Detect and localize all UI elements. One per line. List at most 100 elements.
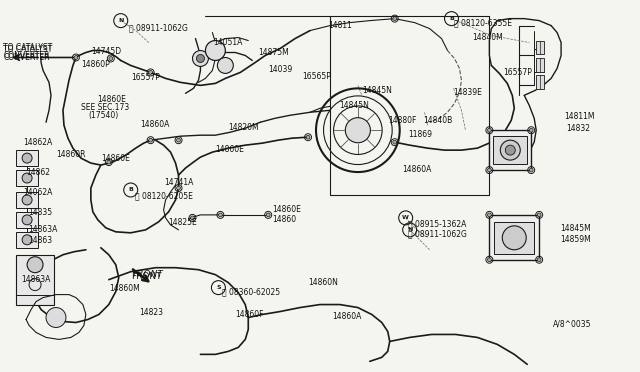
Text: 16565P: 16565P [302,73,331,81]
Text: 14051A: 14051A [213,38,243,46]
Text: S: S [216,285,221,290]
Text: 14811: 14811 [328,20,352,30]
Circle shape [205,41,225,61]
Circle shape [218,213,222,217]
Bar [493,136,527,164]
Text: 14860N: 14860N [308,278,338,287]
Circle shape [196,54,204,62]
Bar [536,76,544,89]
Text: 14860A: 14860A [403,165,432,174]
Circle shape [148,138,152,142]
Bar [490,130,531,170]
Circle shape [529,128,533,132]
Text: B: B [449,16,454,21]
Circle shape [218,58,234,73]
Bar [494,222,534,254]
Text: 14860E: 14860E [272,205,301,214]
Text: 14745D: 14745D [91,46,121,55]
Circle shape [393,17,397,20]
Text: 14860: 14860 [272,215,296,224]
Text: 14823: 14823 [140,308,164,317]
Text: Ⓠ 08915-1362A: Ⓠ 08915-1362A [408,219,466,228]
Text: A/8^0035: A/8^0035 [553,320,591,328]
Text: 14863A: 14863A [28,225,58,234]
Text: 14839E: 14839E [454,89,483,97]
Circle shape [393,140,397,144]
Circle shape [22,173,32,183]
Circle shape [74,55,78,60]
Circle shape [488,128,492,132]
Text: W: W [403,215,409,220]
Text: 14860E: 14860E [216,145,244,154]
Circle shape [488,258,492,262]
Text: 14860A: 14860A [332,311,362,321]
Text: 14840M: 14840M [472,33,503,42]
Text: N: N [118,18,124,23]
Text: 14845N: 14845N [362,86,392,95]
Text: 16557P: 16557P [503,68,532,77]
Text: Ⓑ 08120-6355E: Ⓑ 08120-6355E [454,19,513,28]
Circle shape [177,138,180,142]
Circle shape [22,153,32,163]
Circle shape [193,51,209,67]
Text: ⓝ 08911-1062G: ⓝ 08911-1062G [129,23,188,33]
Text: (17540): (17540) [89,111,119,120]
Circle shape [46,308,66,327]
Text: 14860R: 14860R [56,150,86,159]
Text: 14811M: 14811M [564,112,595,121]
Circle shape [537,258,541,262]
Text: 14875M: 14875M [258,48,289,57]
Circle shape [529,168,533,172]
Text: 14860F: 14860F [236,310,264,318]
Text: 14860P: 14860P [81,61,109,70]
Text: 14845N: 14845N [339,101,369,110]
Circle shape [346,118,371,143]
Circle shape [306,135,310,139]
Text: 14860E: 14860E [101,154,130,163]
Text: 16557P: 16557P [131,73,159,83]
Circle shape [502,226,526,250]
Bar [16,255,54,305]
Text: 14859M: 14859M [560,235,591,244]
Circle shape [537,213,541,217]
Text: 14840B: 14840B [424,116,453,125]
Bar [536,58,544,73]
Text: CONVERTER: CONVERTER [3,51,50,60]
Text: 14039: 14039 [268,65,292,74]
Text: 14863: 14863 [28,236,52,245]
Text: 14832: 14832 [566,124,590,133]
Text: 14825E: 14825E [168,218,197,227]
Circle shape [506,145,515,155]
Circle shape [266,213,270,217]
Circle shape [500,140,520,160]
Circle shape [22,235,32,245]
Text: 14860E: 14860E [97,95,125,104]
Text: 14860M: 14860M [109,283,140,293]
Text: CONVERTER: CONVERTER [3,54,50,62]
Text: 14880F: 14880F [388,116,416,125]
Text: 14845M: 14845M [560,224,591,233]
Circle shape [177,186,180,190]
Circle shape [107,160,111,164]
Circle shape [22,215,32,225]
Circle shape [191,216,195,220]
Bar [16,150,38,166]
Text: SEE SEC.173: SEE SEC.173 [81,103,129,112]
Text: 11869: 11869 [409,130,433,139]
Circle shape [27,257,43,273]
Circle shape [22,195,32,205]
Circle shape [488,213,492,217]
Text: B: B [128,187,133,192]
Text: TO CATALYST: TO CATALYST [3,45,52,54]
Text: 14741A: 14741A [164,178,194,187]
Text: 14862: 14862 [26,168,50,177]
Bar [16,170,38,186]
Text: Ⓑ 08120-6205E: Ⓑ 08120-6205E [134,191,193,200]
Bar [16,212,38,228]
Text: 14062A: 14062A [23,188,52,197]
Text: Ⓢ 08360-62025: Ⓢ 08360-62025 [222,288,280,296]
Circle shape [109,57,113,60]
Bar [16,232,38,248]
Text: 14862A: 14862A [23,138,52,147]
Circle shape [488,168,492,172]
